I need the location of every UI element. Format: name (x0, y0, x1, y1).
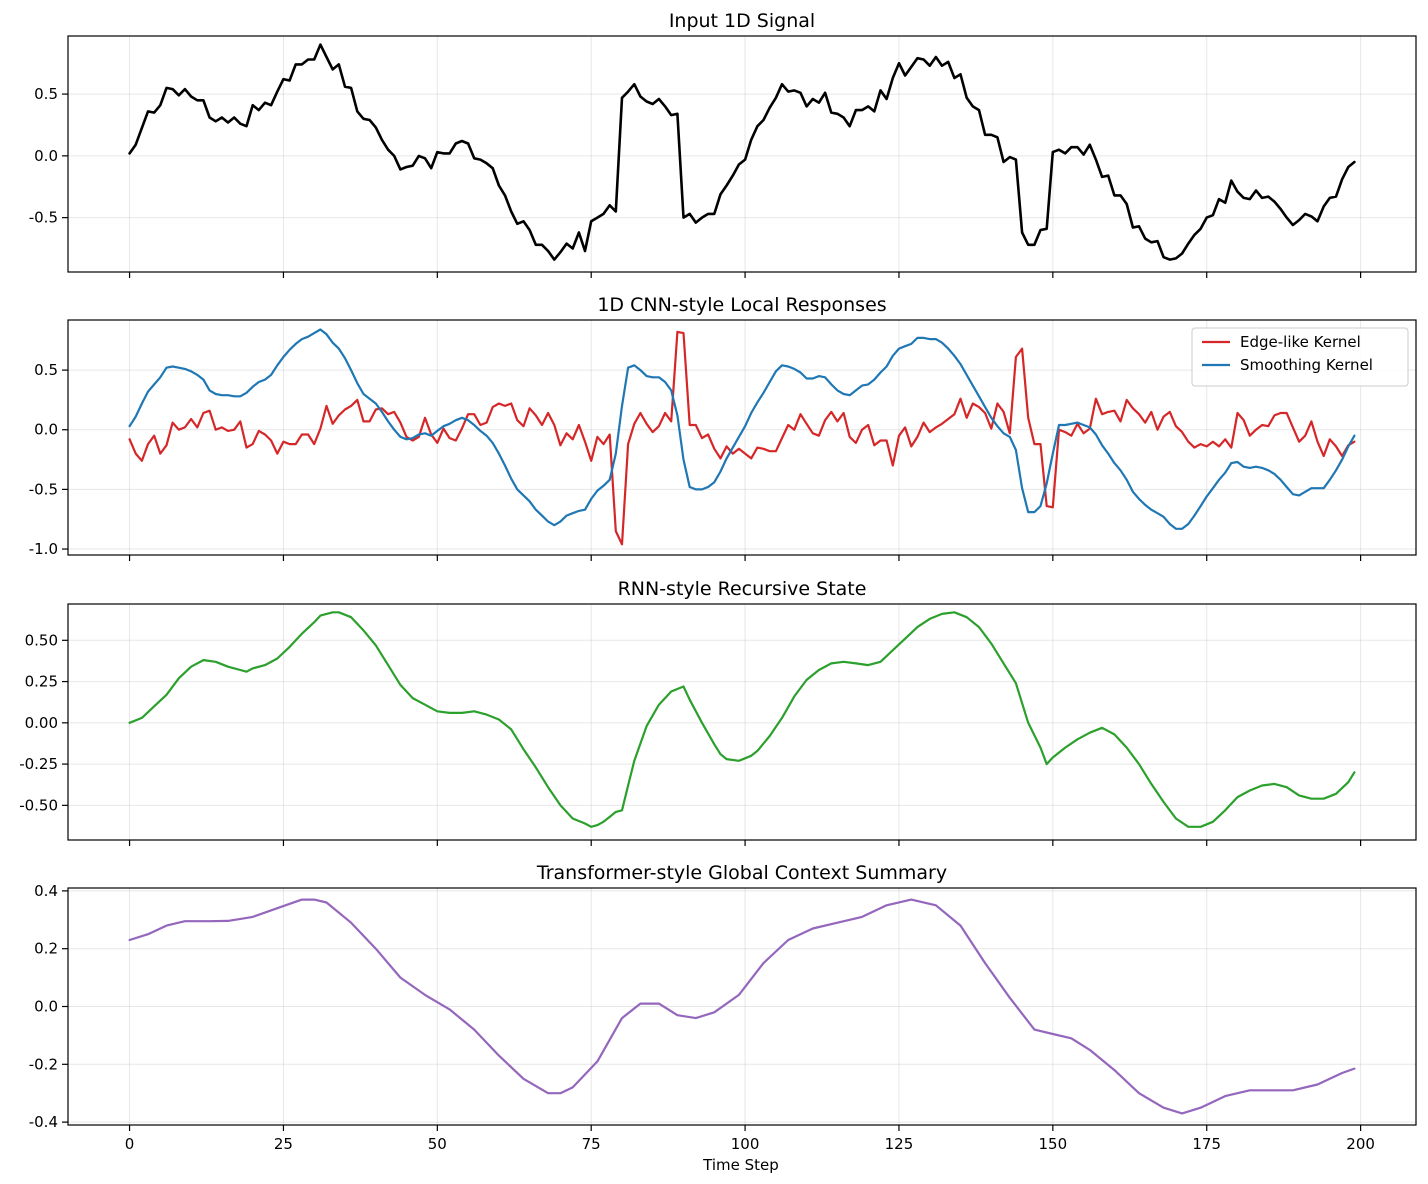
y-tick-label: 0.00 (25, 714, 58, 732)
x-tick-label: 125 (885, 1135, 914, 1153)
x-tick-label: 50 (428, 1135, 447, 1153)
x-tick-label: 75 (582, 1135, 601, 1153)
chart-title: RNN-style Recursive State (618, 578, 867, 600)
y-tick-label: 0.50 (25, 631, 58, 649)
legend: Edge-like Kernel Smoothing Kernel (1191, 327, 1409, 387)
series-line-4-1 (128, 898, 1356, 1115)
series-line-2-1 (128, 330, 1356, 546)
x-tick-label: 0 (125, 1135, 135, 1153)
y-tick-label: -0.25 (19, 755, 58, 773)
series-line-1-1 (128, 43, 1356, 261)
y-tick-label: 0.5 (34, 85, 58, 103)
x-tick-label: 25 (274, 1135, 293, 1153)
chart-title: 1D CNN-style Local Responses (597, 294, 886, 316)
y-tick-label: 0.25 (25, 673, 58, 691)
y-tick-label: -0.2 (29, 1055, 58, 1073)
chart-panel-3: -0.50 -0.25 0.00 0.25 0.50 RNN-style Recursiv… (19, 578, 1417, 846)
x-tick-label: 175 (1192, 1135, 1221, 1153)
x-tick-label: 100 (731, 1135, 760, 1153)
x-tick-label: 150 (1039, 1135, 1068, 1153)
y-tick-label: -0.50 (19, 796, 58, 814)
x-axis-label: Time Step (702, 1156, 779, 1174)
y-tick-label: 0.4 (34, 882, 58, 900)
series-line-2-2 (128, 328, 1356, 530)
y-tick-label: 0.0 (34, 147, 58, 165)
y-tick-label: -1.0 (29, 540, 58, 558)
legend-label: Edge-like Kernel (1240, 333, 1361, 351)
series-line-3-1 (128, 611, 1356, 828)
y-tick-label: -0.4 (29, 1113, 58, 1131)
axes-frame (67, 35, 1417, 273)
chart-panel-2: -1.0 -0.5 0.0 0.5 1D CNN-style Local Respons… (29, 294, 1417, 561)
chart-title: Transformer-style Global Context Summary (536, 862, 947, 884)
x-tick-label: 200 (1346, 1135, 1375, 1153)
y-tick-label: 0.5 (34, 361, 58, 379)
chart-panel-4: 0 25 50 75 100 125 150 175 200 -0.4 -0.2 0.0 0.2 0.4 T… (29, 862, 1417, 1153)
y-tick-label: -0.5 (29, 480, 58, 498)
axes-frame (67, 603, 1417, 841)
axes-frame (67, 319, 1417, 556)
chart-title: Input 1D Signal (669, 10, 815, 32)
y-tick-label: 0.0 (34, 421, 58, 439)
y-tick-label: 0.0 (34, 998, 58, 1016)
chart-panel-1: -0.5 0.0 0.5 Input 1D Signal (29, 10, 1417, 278)
legend-label: Smoothing Kernel (1240, 356, 1373, 374)
legend-box (1191, 327, 1409, 387)
y-tick-label: -0.5 (29, 209, 58, 227)
y-tick-label: 0.2 (34, 940, 58, 958)
